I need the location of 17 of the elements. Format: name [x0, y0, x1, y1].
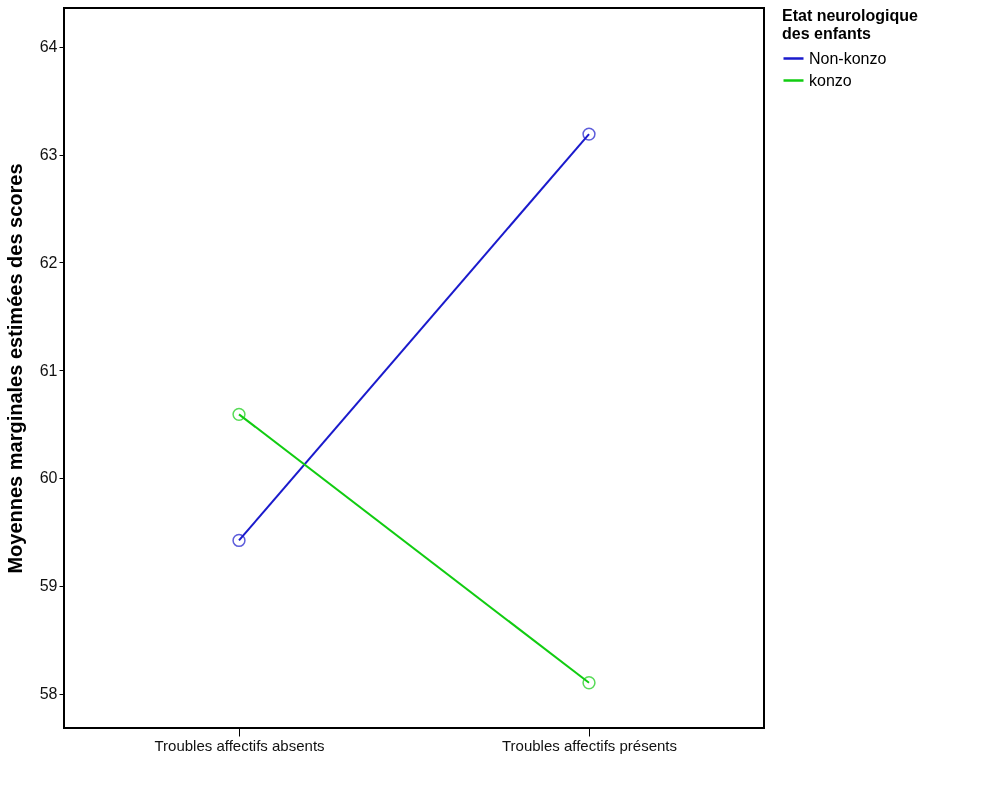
y-tick-label: 58: [39, 685, 58, 703]
y-tick-label: 61: [39, 361, 58, 379]
point: [232, 407, 246, 421]
x-tick-label: Troubles affectifs absents: [154, 736, 325, 754]
x-tick-label: Troubles affectifs présents: [501, 736, 678, 754]
legend-label: Non-konzo: [809, 49, 887, 67]
y-tick-label: 60: [39, 469, 58, 487]
legend-label: konzo: [809, 71, 852, 89]
point: [232, 533, 246, 548]
y-tick-label: 62: [39, 253, 58, 271]
point: [582, 127, 596, 141]
y-tick-label: 63: [39, 146, 58, 164]
y-tick-label: 59: [39, 577, 58, 595]
y-tick-label: 64: [39, 38, 58, 56]
legend-title: Etat neurologique des enfants: [782, 7, 919, 42]
point: [582, 676, 596, 690]
y-axis-title: Moyennes marginales estimées des scores: [3, 163, 26, 574]
